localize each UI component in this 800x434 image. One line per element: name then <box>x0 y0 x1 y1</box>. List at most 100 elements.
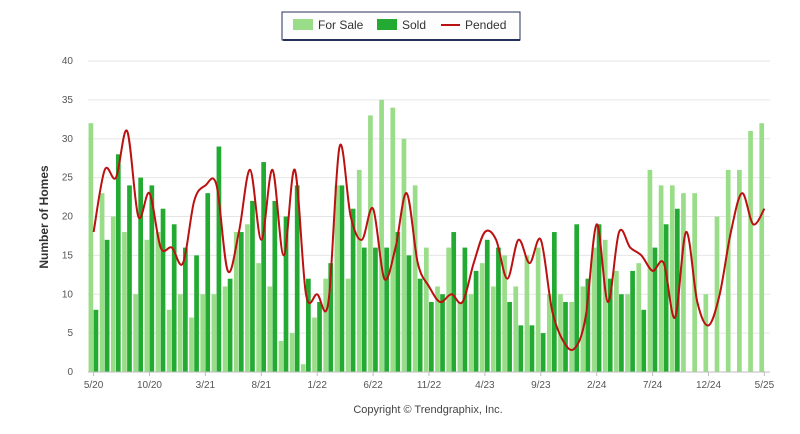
y-tick-label: 25 <box>62 173 74 184</box>
sold-bar <box>93 309 99 372</box>
x-tick-label: 5/20 <box>84 380 104 391</box>
x-tick-label: 12/24 <box>696 380 721 391</box>
sold-bar <box>183 247 188 372</box>
for-sale-bar <box>133 294 138 372</box>
sold-bar <box>641 309 647 372</box>
for-sale-bar <box>502 255 507 372</box>
x-tick-label: 3/21 <box>196 380 216 391</box>
for-sale-bar <box>267 286 273 372</box>
sold-bar <box>417 278 423 372</box>
for-sale-bar <box>625 294 630 372</box>
sold-bar <box>585 278 591 372</box>
sold-bar <box>451 232 457 372</box>
sold-bar <box>138 177 144 372</box>
sold-bar <box>306 278 311 372</box>
for-sale-bar <box>658 185 664 372</box>
sold-bar <box>563 302 568 372</box>
sold-bar <box>350 208 356 372</box>
sold-bar <box>205 193 211 372</box>
for-sale-bar <box>300 364 306 372</box>
sold-bar <box>384 247 389 372</box>
for-sale-bar <box>334 185 340 372</box>
sold-bar <box>250 200 255 372</box>
sold-bar <box>518 325 524 372</box>
for-sale-bar <box>312 317 317 372</box>
copyright-text: Copyright © Trendgraphix, Inc. <box>353 404 502 416</box>
for-sale-bar <box>435 286 440 372</box>
for-sale-bar <box>468 294 474 372</box>
sold-bar <box>596 224 602 372</box>
sold-bar <box>373 247 378 372</box>
legend-sold-label: Sold <box>402 18 426 32</box>
for-sale-bar <box>546 294 552 372</box>
for-sale-series <box>88 99 765 373</box>
sold-bar <box>194 255 199 372</box>
for-sale-bar <box>144 239 150 372</box>
sold-bar <box>160 208 166 372</box>
for-sale-bar <box>88 123 94 372</box>
legend-sold-swatch <box>377 19 397 30</box>
sold-bar <box>272 200 278 372</box>
sold-bar <box>238 232 244 372</box>
sold-bar <box>127 185 132 372</box>
sold-bar <box>429 302 434 372</box>
for-sale-bar <box>669 185 675 372</box>
sold-bar <box>171 224 177 372</box>
y-tick-label: 0 <box>67 367 73 378</box>
for-sale-bar <box>558 294 563 372</box>
for-sale-bar <box>345 278 351 372</box>
sold-bar <box>328 263 334 372</box>
for-sale-bar <box>513 286 519 372</box>
sold-bar <box>261 162 266 372</box>
y-tick-label: 20 <box>62 212 74 223</box>
for-sale-bar <box>524 255 530 372</box>
for-sale-bar <box>703 294 709 372</box>
sold-bar <box>227 278 233 372</box>
legend-for-sale-swatch <box>293 19 313 30</box>
for-sale-bar <box>725 169 731 372</box>
sold-bar <box>551 232 557 372</box>
for-sale-bar <box>390 107 396 373</box>
sold-bar <box>473 270 479 372</box>
sold-bar <box>574 224 580 372</box>
y-tick-label: 30 <box>62 134 74 145</box>
sold-bar <box>507 302 512 372</box>
for-sale-bar <box>737 169 742 372</box>
sold-series <box>93 146 680 372</box>
for-sale-bar <box>256 263 261 372</box>
pended-series <box>92 129 766 352</box>
for-sale-bar <box>278 340 284 372</box>
sold-bar <box>630 270 635 372</box>
for-sale-bar <box>200 294 206 372</box>
x-tick-label: 8/21 <box>252 380 272 391</box>
y-tick-label: 5 <box>67 328 73 339</box>
sold-bar <box>339 185 345 372</box>
for-sale-bar <box>211 294 217 372</box>
for-sale-bar <box>379 99 384 372</box>
sold-bar <box>462 247 468 372</box>
sold-bar <box>317 302 322 372</box>
for-sale-bar <box>356 169 362 372</box>
y-tick-label: 15 <box>62 250 74 261</box>
sold-bar <box>496 247 501 372</box>
sold-bar <box>406 255 412 372</box>
sold-bar <box>484 239 490 372</box>
y-tick-labels: 0 5 10 15 20 25 30 35 40 <box>62 56 74 378</box>
for-sale-bar <box>155 232 161 372</box>
x-tick-label: 7/24 <box>643 380 663 391</box>
x-tick-label: 11/22 <box>417 380 442 391</box>
x-tick-labels: 5/20 10/20 3/21 8/21 1/22 6/22 11/22 4/23 9/23 2/… <box>84 372 775 391</box>
for-sale-bar <box>446 247 452 372</box>
for-sale-bar <box>491 286 496 372</box>
pended-line <box>92 129 766 352</box>
sold-bar <box>674 208 680 372</box>
for-sale-bar <box>412 185 418 372</box>
legend-box <box>281 11 521 41</box>
y-axis-label: Number of Homes <box>37 165 51 269</box>
y-tick-label: 35 <box>62 95 74 106</box>
for-sale-bar <box>222 286 228 372</box>
for-sale-bar <box>289 333 295 372</box>
for-sale-bar <box>591 247 597 372</box>
legend-pended-label: Pended <box>465 18 506 32</box>
sold-bar <box>619 294 624 372</box>
